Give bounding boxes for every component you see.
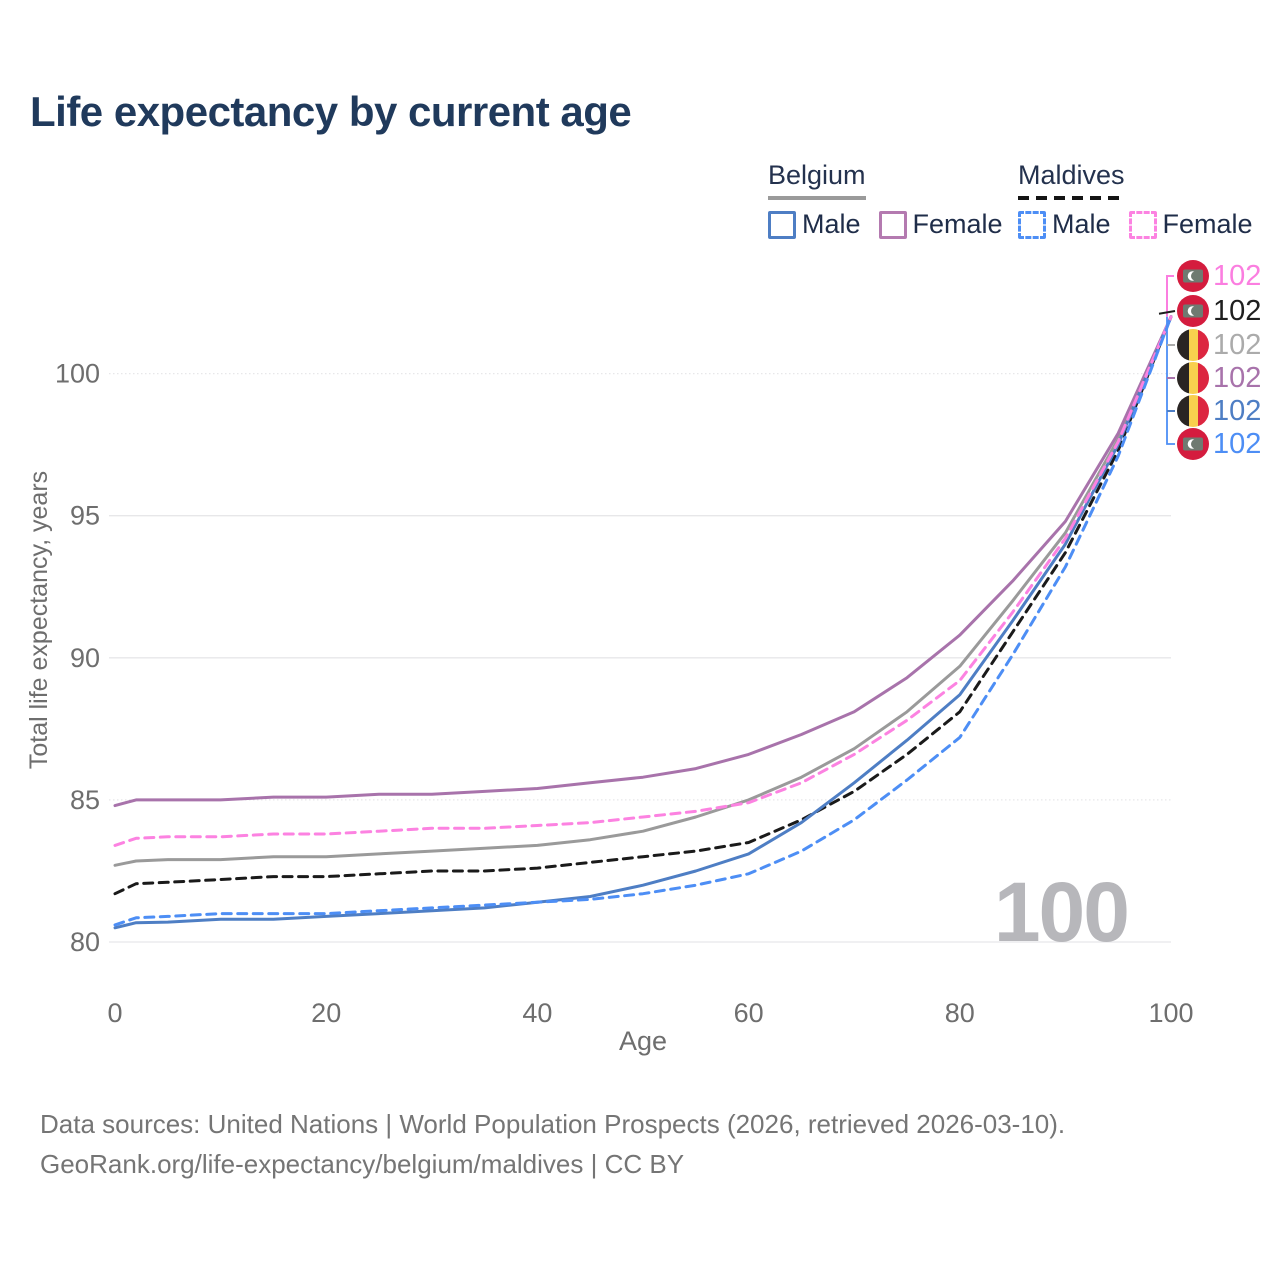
y-axis-title: Total life expectancy, years [25, 471, 53, 769]
leader-maldives-both [1158, 310, 1176, 315]
leader-maldives-female [1166, 275, 1174, 317]
legend-label-maldives-male: Male [1052, 209, 1111, 239]
end-label-maldives-female: 102 [1213, 260, 1261, 292]
x-tick-100: 100 [1148, 998, 1193, 1028]
series-line-maldives-female[interactable] [113, 315, 1173, 847]
x-tick-40: 40 [522, 998, 552, 1028]
chart-canvas[interactable]: 100 80 85 90 95 100 Total life expectancy, yea… [0, 0, 1280, 1090]
end-label-belgium-female: 102 [1213, 362, 1261, 394]
belgium-flag-icon [1177, 395, 1209, 427]
legend: Belgium Male Female Maldives [0, 160, 1280, 250]
legend-item-maldives-female[interactable]: Female [1128, 209, 1253, 240]
y-tick-95: 95 [70, 501, 100, 531]
leader-maldives-male [1166, 316, 1175, 445]
x-tick-60: 60 [734, 998, 764, 1028]
series-line-maldives-male[interactable] [113, 315, 1173, 927]
end-label-belgium-both: 102 [1213, 329, 1261, 361]
legend-swatch-maldives-male [1018, 210, 1046, 239]
page-title: Life expectancy by current age [30, 88, 632, 135]
belgium-flag-icon [1177, 362, 1209, 394]
legend-country-maldives[interactable]: Maldives [1018, 160, 1125, 190]
y-tick-80: 80 [70, 927, 100, 957]
maldives-flag-icon [1177, 260, 1209, 292]
end-label-maldives-both: 102 [1213, 295, 1261, 327]
maldives-flag-icon [1177, 295, 1209, 327]
legend-item-belgium-female[interactable]: Female [878, 209, 1003, 240]
legend-swatch-belgium-male [768, 210, 796, 239]
series-line-maldives-both[interactable] [113, 315, 1173, 896]
legend-group-belgium: Belgium Male Female [768, 160, 1003, 240]
maldives-flag-icon [1177, 428, 1209, 460]
chart-footer: Data sources: United Nations | World Pop… [40, 1104, 1065, 1184]
y-tick-85: 85 [70, 785, 100, 815]
footer-source-line: Data sources: United Nations | World Pop… [40, 1109, 1066, 1139]
series-line-belgium-female[interactable] [113, 315, 1173, 808]
series-line-belgium-both[interactable] [113, 315, 1173, 867]
legend-swatch-belgium-female [878, 210, 907, 239]
footer-link-line: GeoRank.org/life-expectancy/belgium/mald… [40, 1149, 685, 1179]
legend-label-belgium-female: Female [912, 209, 1003, 239]
legend-label-maldives-female: Female [1162, 209, 1253, 239]
legend-underline-maldives [1018, 196, 1125, 200]
x-tick-80: 80 [945, 998, 975, 1028]
x-tick-20: 20 [311, 998, 341, 1028]
belgium-flag-icon [1177, 329, 1209, 361]
legend-country-belgium[interactable]: Belgium [768, 160, 866, 190]
y-tick-100: 100 [55, 359, 100, 389]
legend-label-belgium-male: Male [802, 209, 861, 239]
legend-item-maldives-male[interactable]: Male [1018, 209, 1111, 240]
end-label-maldives-male: 102 [1213, 428, 1261, 460]
y-tick-90: 90 [70, 643, 100, 673]
legend-group-maldives: Maldives Male Female [1018, 160, 1253, 240]
x-axis-title: Age [619, 1026, 667, 1056]
legend-item-belgium-male[interactable]: Male [768, 209, 861, 240]
x-tick-0: 0 [107, 998, 122, 1028]
legend-swatch-maldives-female [1128, 210, 1157, 239]
legend-underline-belgium [768, 196, 866, 200]
series-line-belgium-male[interactable] [113, 315, 1173, 930]
end-label-belgium-male: 102 [1213, 395, 1261, 427]
age-watermark: 100 [994, 865, 1128, 959]
